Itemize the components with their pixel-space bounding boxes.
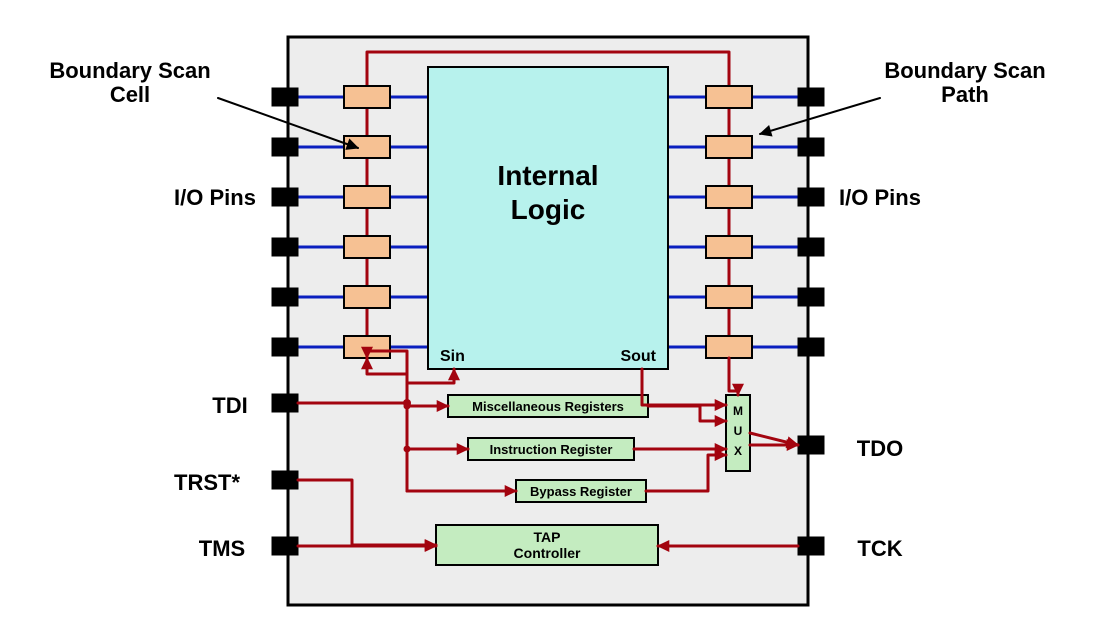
bs-cell-right-0 — [706, 86, 752, 108]
pin-right-1 — [798, 138, 824, 156]
pin-right-2 — [798, 188, 824, 206]
label-io-right: I/O Pins — [839, 185, 921, 210]
pin-right-0 — [798, 88, 824, 106]
bs-cell-right-3 — [706, 236, 752, 258]
pin-right-3 — [798, 238, 824, 256]
bs-cell-right-4 — [706, 286, 752, 308]
label-tdi: TDI — [212, 393, 247, 418]
pin-br-TCK — [798, 537, 824, 555]
label-bscell-1: Boundary Scan — [49, 58, 210, 83]
pin-left-3 — [272, 238, 298, 256]
n1 — [404, 403, 411, 410]
pin-left-2 — [272, 188, 298, 206]
label-tdo: TDO — [857, 436, 903, 461]
label-trst: TRST* — [174, 470, 240, 495]
label-bspath-2: Path — [941, 82, 989, 107]
pin-right-5 — [798, 338, 824, 356]
pin-right-4 — [798, 288, 824, 306]
pin-left-4 — [272, 288, 298, 306]
pin-br-TDO — [798, 436, 824, 454]
bs-cell-left-3 — [344, 236, 390, 258]
label-bspath-1: Boundary Scan — [884, 58, 1045, 83]
sout-label: Sout — [620, 348, 656, 365]
label-tck: TCK — [857, 536, 902, 561]
misc-reg-label: Miscellaneous Registers — [472, 399, 624, 414]
label-bscell-2: Cell — [110, 82, 150, 107]
tap-label2: Controller — [514, 545, 581, 561]
pin-bl-TRST — [272, 471, 298, 489]
n2 — [404, 446, 411, 453]
label-tms: TMS — [199, 536, 245, 561]
sin-label: Sin — [440, 348, 465, 365]
pin-bl-TDI — [272, 394, 298, 412]
internal-logic-title1: Internal — [497, 160, 598, 191]
mux-letter-1: U — [734, 424, 743, 438]
tap-label1: TAP — [534, 529, 561, 545]
bs-cell-left-4 — [344, 286, 390, 308]
pin-left-5 — [272, 338, 298, 356]
instr-reg-label: Instruction Register — [490, 442, 613, 457]
pin-left-0 — [272, 88, 298, 106]
pin-bl-TMS — [272, 537, 298, 555]
label-io-left: I/O Pins — [174, 185, 256, 210]
bs-cell-right-1 — [706, 136, 752, 158]
mux-letter-0: M — [733, 404, 743, 418]
pin-left-1 — [272, 138, 298, 156]
bs-cell-left-2 — [344, 186, 390, 208]
bs-cell-left-0 — [344, 86, 390, 108]
bs-cell-right-5 — [706, 336, 752, 358]
mux-letter-2: X — [734, 444, 742, 458]
bypass-reg-label: Bypass Register — [530, 484, 632, 499]
bs-cell-right-2 — [706, 186, 752, 208]
internal-logic-title2: Logic — [511, 194, 586, 225]
